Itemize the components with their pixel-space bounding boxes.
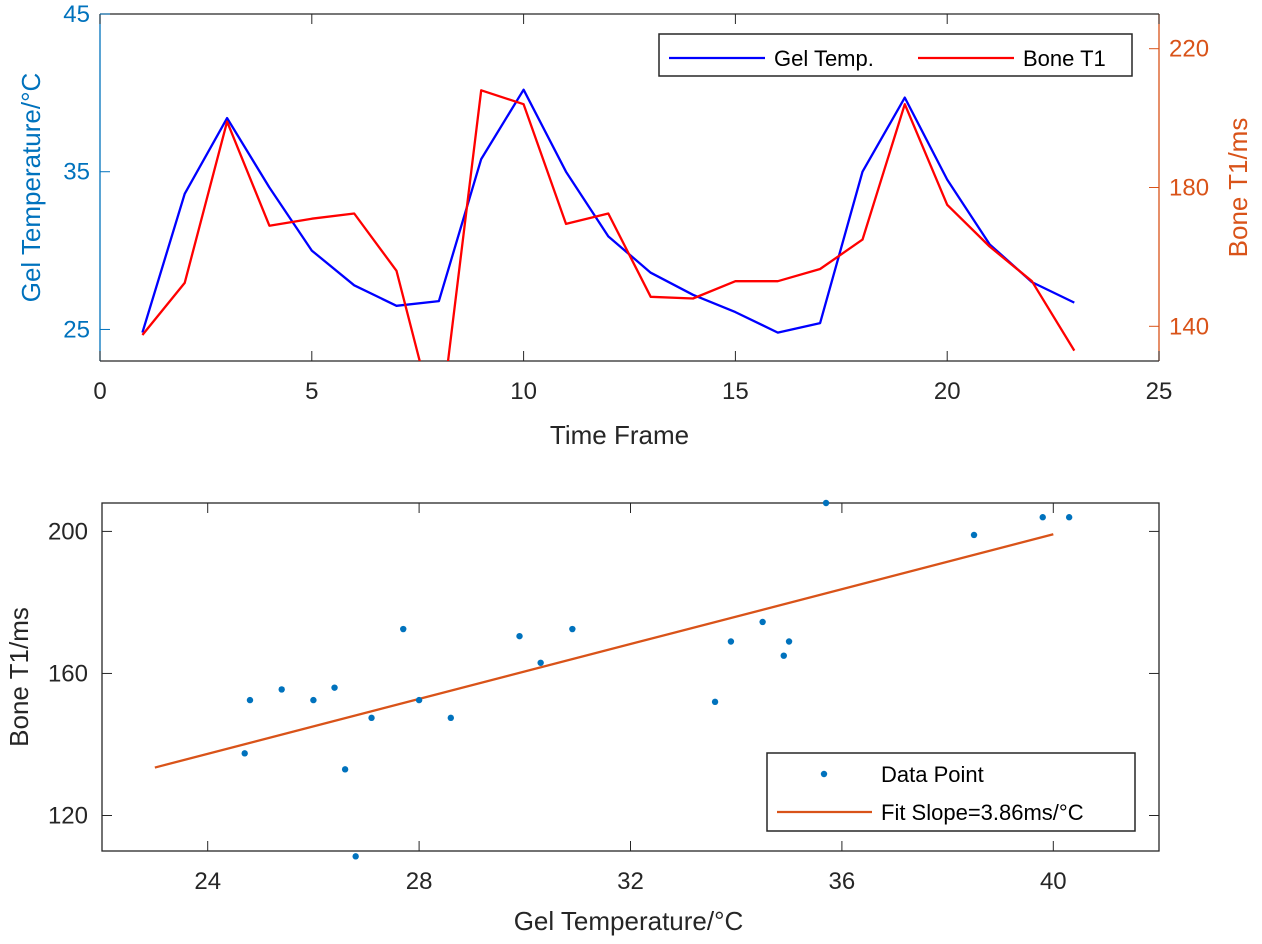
data-point: [352, 853, 359, 860]
right-y-axis-label: Bone T1/ms: [1223, 118, 1253, 258]
data-point: [537, 659, 544, 666]
x-tick-label: 28: [406, 868, 433, 895]
x-tick-label: 15: [722, 378, 749, 405]
chart1-legend: Gel Temp. Bone T1: [658, 33, 1133, 77]
x-tick-label: 5: [305, 378, 318, 405]
right-y-tick-label: 220: [1169, 36, 1209, 63]
data-point: [278, 686, 285, 693]
y-tick-label: 160: [48, 660, 88, 687]
left-y-tick-label: 45: [63, 1, 90, 28]
data-point: [759, 618, 766, 626]
x-tick-label: 36: [829, 868, 856, 895]
y-tick-label: 200: [48, 518, 88, 545]
data-point: [822, 499, 830, 507]
scatter-chart: 24 28 32 36 40 120 160 200 Gel Temperature/°C Bon…: [4, 499, 1160, 936]
data-point: [569, 625, 576, 633]
chart2-legend: Data Point Fit Slope=3.86ms/°C: [766, 752, 1136, 832]
data-point: [1065, 514, 1073, 521]
data-point: [1039, 514, 1046, 521]
x-tick-label: 24: [194, 868, 221, 895]
left-y-tick-label: 25: [63, 316, 90, 343]
left-y-axis-label: Gel Temperature/°C: [16, 73, 46, 303]
x-tick-label: 20: [934, 378, 961, 405]
legend-entry-data-point-label: Data Point: [881, 762, 984, 787]
data-point: [447, 714, 455, 722]
x-axis-label: Gel Temperature/°C: [514, 906, 744, 936]
left-y-tick-label: 35: [63, 159, 90, 186]
right-y-tick-label: 180: [1169, 175, 1209, 202]
data-point: [785, 638, 793, 645]
x-axis-label: Time Frame: [550, 420, 689, 450]
data-point: [970, 531, 978, 539]
x-tick-label: 32: [617, 868, 644, 895]
data-point: [368, 714, 375, 722]
legend-entry-data-point-marker: [820, 770, 828, 778]
data-point: [516, 632, 523, 640]
legend-entry-fit-label: Fit Slope=3.86ms/°C: [881, 800, 1084, 825]
data-point: [727, 638, 735, 645]
data-point: [241, 750, 248, 757]
legend-entry-gel-temp-label: Gel Temp.: [774, 46, 874, 71]
data-point: [780, 652, 787, 659]
gel-temp-series-line: [141, 88, 1075, 334]
data-point: [400, 625, 407, 633]
y-tick-label: 120: [48, 802, 88, 829]
legend-entry-bone-t1-label: Bone T1: [1023, 46, 1106, 71]
data-point: [310, 696, 317, 704]
fit-line: [154, 533, 1054, 769]
data-point: [415, 696, 423, 704]
data-point: [246, 696, 254, 704]
x-tick-label: 25: [1146, 378, 1173, 405]
x-tick-label: 10: [510, 378, 537, 405]
right-y-tick-label: 140: [1169, 313, 1209, 340]
y-axis-label: Bone T1/ms: [4, 607, 34, 747]
data-point: [341, 766, 349, 773]
x-tick-label: 0: [93, 378, 106, 405]
time-series-chart: 0 5 10 15 20 25 25 35 45 140 180 220 Time Frame Gel T…: [16, 1, 1253, 450]
x-tick-label: 40: [1040, 868, 1067, 895]
legend-box: [766, 752, 1136, 832]
legend-box: [658, 33, 1133, 77]
bone-t1-series-line: [141, 89, 1076, 361]
data-point: [711, 698, 719, 706]
data-point: [331, 684, 338, 691]
